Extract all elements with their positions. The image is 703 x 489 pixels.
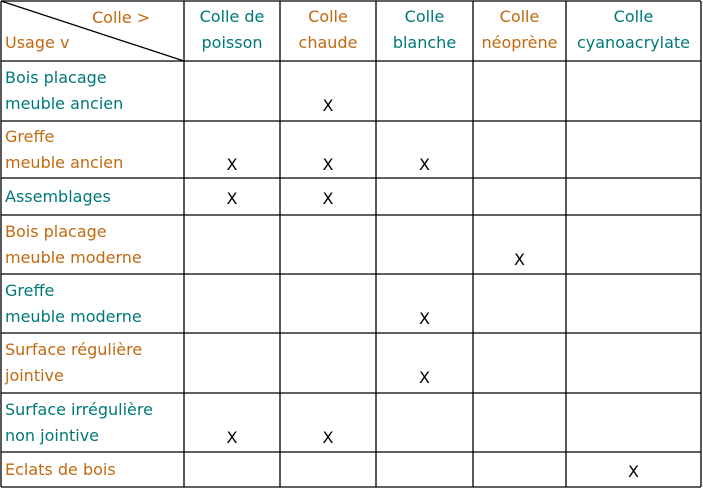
column-header: Colle xyxy=(499,7,540,26)
row-label: Greffe xyxy=(5,280,55,300)
cell-mark: X xyxy=(419,154,430,174)
row-label: Eclats de bois xyxy=(5,459,116,479)
cell-mark: X xyxy=(322,427,334,447)
column-header: Colle xyxy=(404,7,445,26)
row-label: Bois placage xyxy=(5,221,107,241)
row-label: Surface régulière xyxy=(5,340,143,359)
row-label: non jointive xyxy=(5,425,100,445)
row-label: meuble ancien xyxy=(5,94,124,113)
cell-mark: X xyxy=(514,249,525,269)
column-header: chaude xyxy=(298,33,358,52)
cell-mark: X xyxy=(419,308,430,328)
row-label: meuble ancien xyxy=(5,152,124,172)
column-header: Colle xyxy=(613,7,654,26)
cell-mark: X xyxy=(419,368,430,387)
column-header: Colle xyxy=(308,7,348,26)
cell-mark: X xyxy=(226,154,238,174)
column-header: blanche xyxy=(392,33,457,52)
corner-column-label: Colle > xyxy=(92,8,151,27)
cell-mark: X xyxy=(322,188,334,208)
cell-mark: X xyxy=(322,96,334,115)
cell-mark: X xyxy=(226,188,238,208)
cell-mark: X xyxy=(628,461,639,481)
corner-row-label: Usage v xyxy=(5,33,70,52)
cell-mark: X xyxy=(322,154,334,174)
column-header: Colle de xyxy=(199,7,265,26)
row-label: Bois placage xyxy=(5,68,107,87)
column-header: néoprène xyxy=(481,33,558,52)
cell-mark: X xyxy=(226,427,238,447)
row-label: meuble moderne xyxy=(5,247,142,267)
row-label: meuble moderne xyxy=(5,306,142,326)
column-header: poisson xyxy=(201,33,263,52)
row-label: jointive xyxy=(5,366,64,385)
row-label: Greffe xyxy=(5,126,55,146)
row-label: Surface irrégulière xyxy=(5,399,153,419)
row-label: Assemblages xyxy=(5,186,111,206)
corner-diagonal xyxy=(0,0,185,62)
column-header: cyanoacrylate xyxy=(576,33,690,52)
